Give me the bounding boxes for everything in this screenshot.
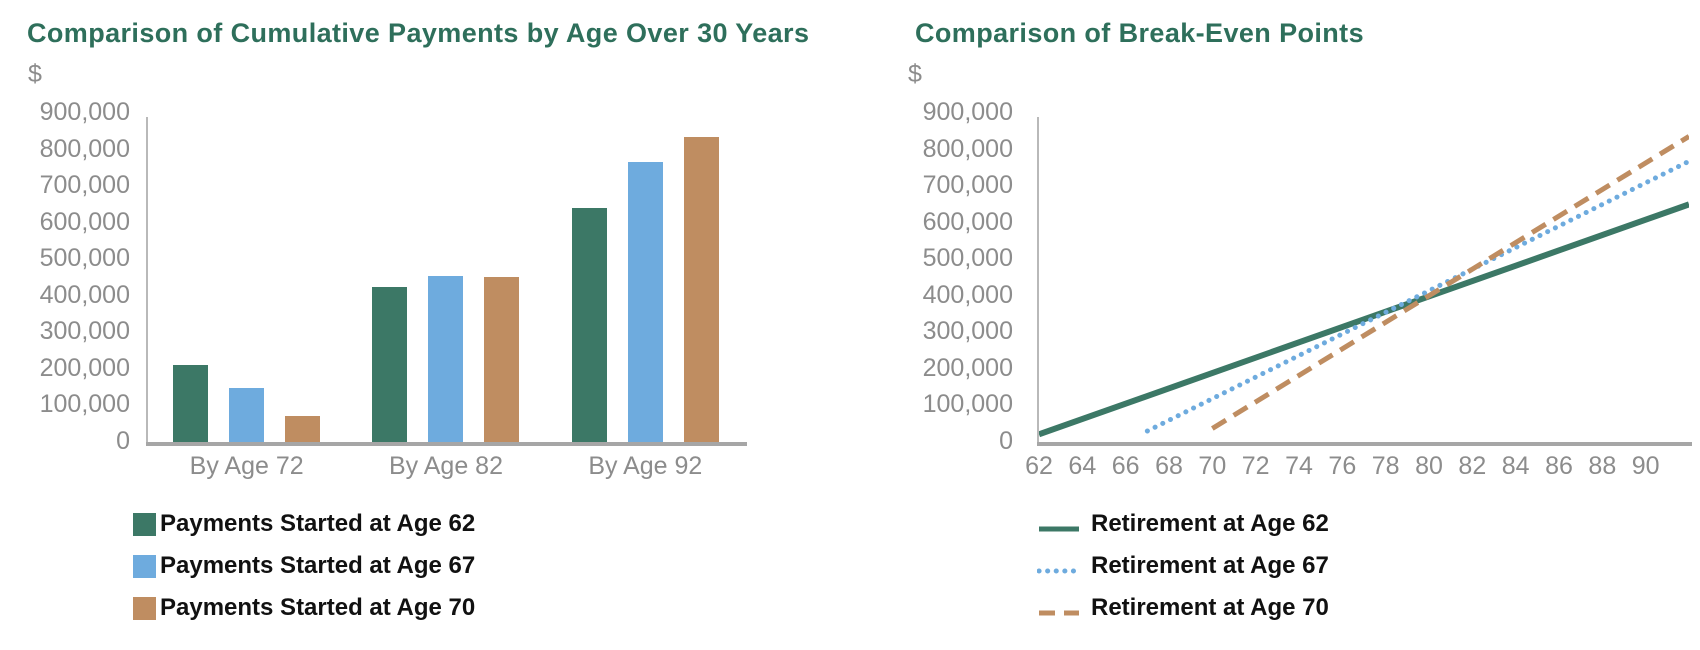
y-axis-labels: 0 100,000 200,000 300,000 400,000 500,000 600,… bbox=[908, 99, 1013, 454]
x-axis-tick-label: 88 bbox=[1588, 452, 1617, 480]
legend-swatch bbox=[133, 554, 156, 578]
y-axis-tick-label: 200,000 bbox=[39, 353, 130, 382]
legend-label: Retirement at Age 62 bbox=[1091, 510, 1329, 537]
y-axis-tick-label: 100,000 bbox=[39, 390, 130, 419]
chart-title: Comparison of Cumulative Payments by Age… bbox=[27, 18, 810, 48]
category-label: By Age 92 bbox=[588, 452, 703, 480]
category-labels: By Age 72 By Age 82 By Age 92 bbox=[147, 452, 745, 481]
line-plot bbox=[1039, 134, 1689, 438]
x-axis-tick-label: 62 bbox=[1025, 452, 1053, 480]
bar bbox=[571, 208, 607, 442]
y-axis-line bbox=[1037, 117, 1039, 444]
bar bbox=[484, 276, 520, 442]
legend-label: Payments Started at Age 67 bbox=[160, 552, 476, 579]
y-axis-tick-label: 700,000 bbox=[39, 171, 130, 200]
y-axis-unit-label: $ bbox=[908, 60, 922, 88]
y-axis-tick-label: 800,000 bbox=[39, 134, 130, 163]
legend-line-sample bbox=[1037, 604, 1081, 616]
bar-group bbox=[147, 113, 346, 442]
category-label: By Age 82 bbox=[389, 452, 503, 480]
y-axis-line bbox=[146, 117, 148, 444]
x-axis-tick-label: 78 bbox=[1371, 452, 1400, 480]
line-series bbox=[1144, 158, 1689, 434]
legend-swatch bbox=[133, 512, 156, 536]
legend-item: Payments Started at Age 67 bbox=[133, 545, 475, 587]
legend-label: Payments Started at Age 62 bbox=[160, 510, 476, 537]
x-axis-tick-label: 68 bbox=[1155, 452, 1183, 480]
legend-swatch bbox=[133, 596, 156, 620]
bar bbox=[627, 162, 663, 442]
bar bbox=[683, 136, 719, 442]
line-series bbox=[1039, 201, 1689, 438]
legend-item: Payments Started at Age 70 bbox=[133, 587, 475, 629]
legend-line-sample bbox=[1036, 562, 1082, 574]
bar bbox=[173, 365, 209, 442]
y-axis-tick-label: 900,000 bbox=[39, 98, 130, 126]
x-axis-tick-label: 64 bbox=[1068, 452, 1097, 480]
x-axis-tick-label: 82 bbox=[1458, 452, 1487, 480]
x-axis-tick-label: 80 bbox=[1415, 452, 1443, 480]
y-axis-tick-label: 600,000 bbox=[39, 207, 130, 236]
bar bbox=[372, 286, 408, 442]
y-axis-tick-label: 0 bbox=[116, 427, 130, 455]
y-axis-tick-label: 400,000 bbox=[922, 280, 1013, 309]
x-axis-tick-label: 86 bbox=[1545, 452, 1573, 480]
x-axis-tick-label: 74 bbox=[1285, 452, 1313, 480]
y-axis-tick-label: 800,000 bbox=[922, 134, 1013, 163]
y-axis-tick-label: 600,000 bbox=[922, 207, 1013, 236]
y-axis-tick-label: 100,000 bbox=[922, 390, 1013, 419]
y-axis-tick-label: 500,000 bbox=[922, 244, 1013, 273]
legend-label: Retirement at Age 67 bbox=[1091, 552, 1329, 579]
bar-group bbox=[346, 113, 545, 442]
category-label: By Age 72 bbox=[189, 452, 304, 480]
y-axis-unit-label: $ bbox=[28, 60, 42, 88]
x-axis-tick-label: 70 bbox=[1198, 452, 1227, 480]
x-axis-line bbox=[1037, 442, 1692, 446]
y-axis-tick-label: 300,000 bbox=[39, 317, 130, 346]
legend-item: Retirement at Age 62 bbox=[1037, 503, 1329, 545]
line-series bbox=[1211, 134, 1689, 431]
legend-item: Retirement at Age 70 bbox=[1037, 587, 1329, 629]
legend-label: Payments Started at Age 70 bbox=[160, 594, 476, 621]
bar-group bbox=[546, 113, 745, 442]
bar bbox=[285, 415, 321, 442]
legend: Payments Started at Age 62 Payments Star… bbox=[133, 503, 475, 629]
y-axis-tick-label: 200,000 bbox=[922, 353, 1013, 382]
bar bbox=[428, 275, 464, 442]
y-axis-tick-label: 700,000 bbox=[922, 171, 1013, 200]
bar-plot-area bbox=[147, 113, 745, 442]
x-axis-tick-label: 66 bbox=[1111, 452, 1140, 480]
y-axis-tick-label: 300,000 bbox=[922, 317, 1013, 346]
x-axis-tick-label: 76 bbox=[1328, 452, 1357, 480]
legend-item: Payments Started at Age 62 bbox=[133, 503, 475, 545]
x-axis-tick-label: 90 bbox=[1631, 452, 1660, 480]
y-axis-tick-label: 500,000 bbox=[39, 244, 130, 273]
x-axis-line bbox=[146, 442, 747, 446]
y-axis-labels: 0 100,000 200,000 300,000 400,000 500,000 600,… bbox=[27, 99, 130, 454]
x-axis-tick-label: 72 bbox=[1241, 452, 1270, 480]
legend-label: Retirement at Age 70 bbox=[1091, 594, 1329, 621]
legend-line-sample bbox=[1037, 520, 1081, 532]
y-axis-tick-label: 0 bbox=[999, 427, 1013, 455]
bar bbox=[229, 387, 265, 442]
y-axis-tick-label: 400,000 bbox=[39, 280, 130, 309]
x-axis-tick-label: 84 bbox=[1501, 452, 1530, 480]
chart-title: Comparison of Break-Even Points bbox=[915, 18, 1364, 48]
legend-item: Retirement at Age 67 bbox=[1036, 545, 1329, 587]
legend: Retirement at Age 62 Retirement at Age 6… bbox=[1036, 503, 1329, 629]
y-axis-tick-label: 900,000 bbox=[922, 98, 1013, 126]
